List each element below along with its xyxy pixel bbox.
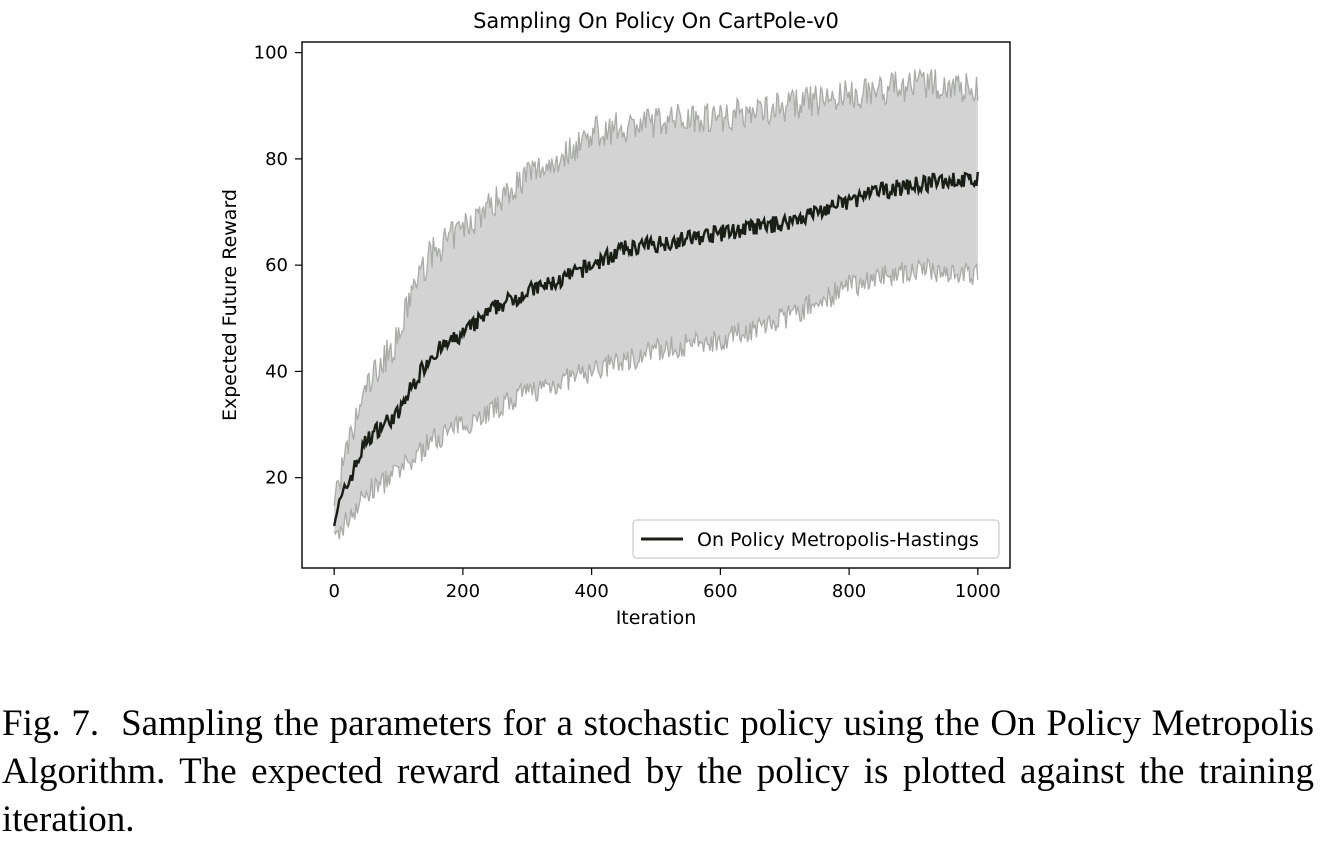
confidence-band (334, 69, 978, 540)
y-tick-label: 60 (265, 255, 288, 276)
series-line-on-policy-metropolis-hastings (333, 171, 980, 527)
y-tick-label: 100 (254, 43, 288, 64)
band-upper-edge (333, 67, 979, 506)
band-lower-edge (333, 257, 979, 540)
y-tick-label: 80 (265, 149, 288, 170)
x-tick-label: 800 (832, 581, 866, 602)
plot-area (301, 41, 1011, 569)
chart-title: Sampling On Policy On CartPole-v0 (473, 9, 839, 33)
caption-label: Fig. 7. (2, 703, 100, 744)
x-tick-label: 1000 (955, 581, 1001, 602)
figure-caption: Fig. 7. Sampling the parameters for a sto… (2, 700, 1314, 844)
y-tick-label: 20 (265, 468, 288, 489)
caption-text: Sampling the parameters for a stochastic… (2, 703, 1314, 840)
chart-svg: Sampling On Policy On CartPole-v0 0 200 40… (219, 9, 1011, 629)
chart-figure: Sampling On Policy On CartPole-v0 0 200 40… (219, 9, 1011, 629)
plot-frame (301, 41, 1011, 569)
x-axis-label: Iteration (616, 607, 697, 629)
x-tick-label: 0 (328, 581, 339, 602)
legend: On Policy Metropolis-Hastings (632, 519, 1000, 559)
y-tick-label: 40 (265, 361, 288, 382)
y-axis-label: Expected Future Reward (219, 189, 241, 421)
legend-box (632, 519, 1000, 559)
x-tick-label: 400 (574, 581, 608, 602)
legend-entry-label: On Policy Metropolis-Hastings (697, 529, 979, 551)
axis-ticks: 0 200 400 600 800 1000 20 40 60 80 100 (254, 43, 1001, 602)
x-tick-label: 600 (703, 581, 737, 602)
x-tick-label: 200 (446, 581, 480, 602)
